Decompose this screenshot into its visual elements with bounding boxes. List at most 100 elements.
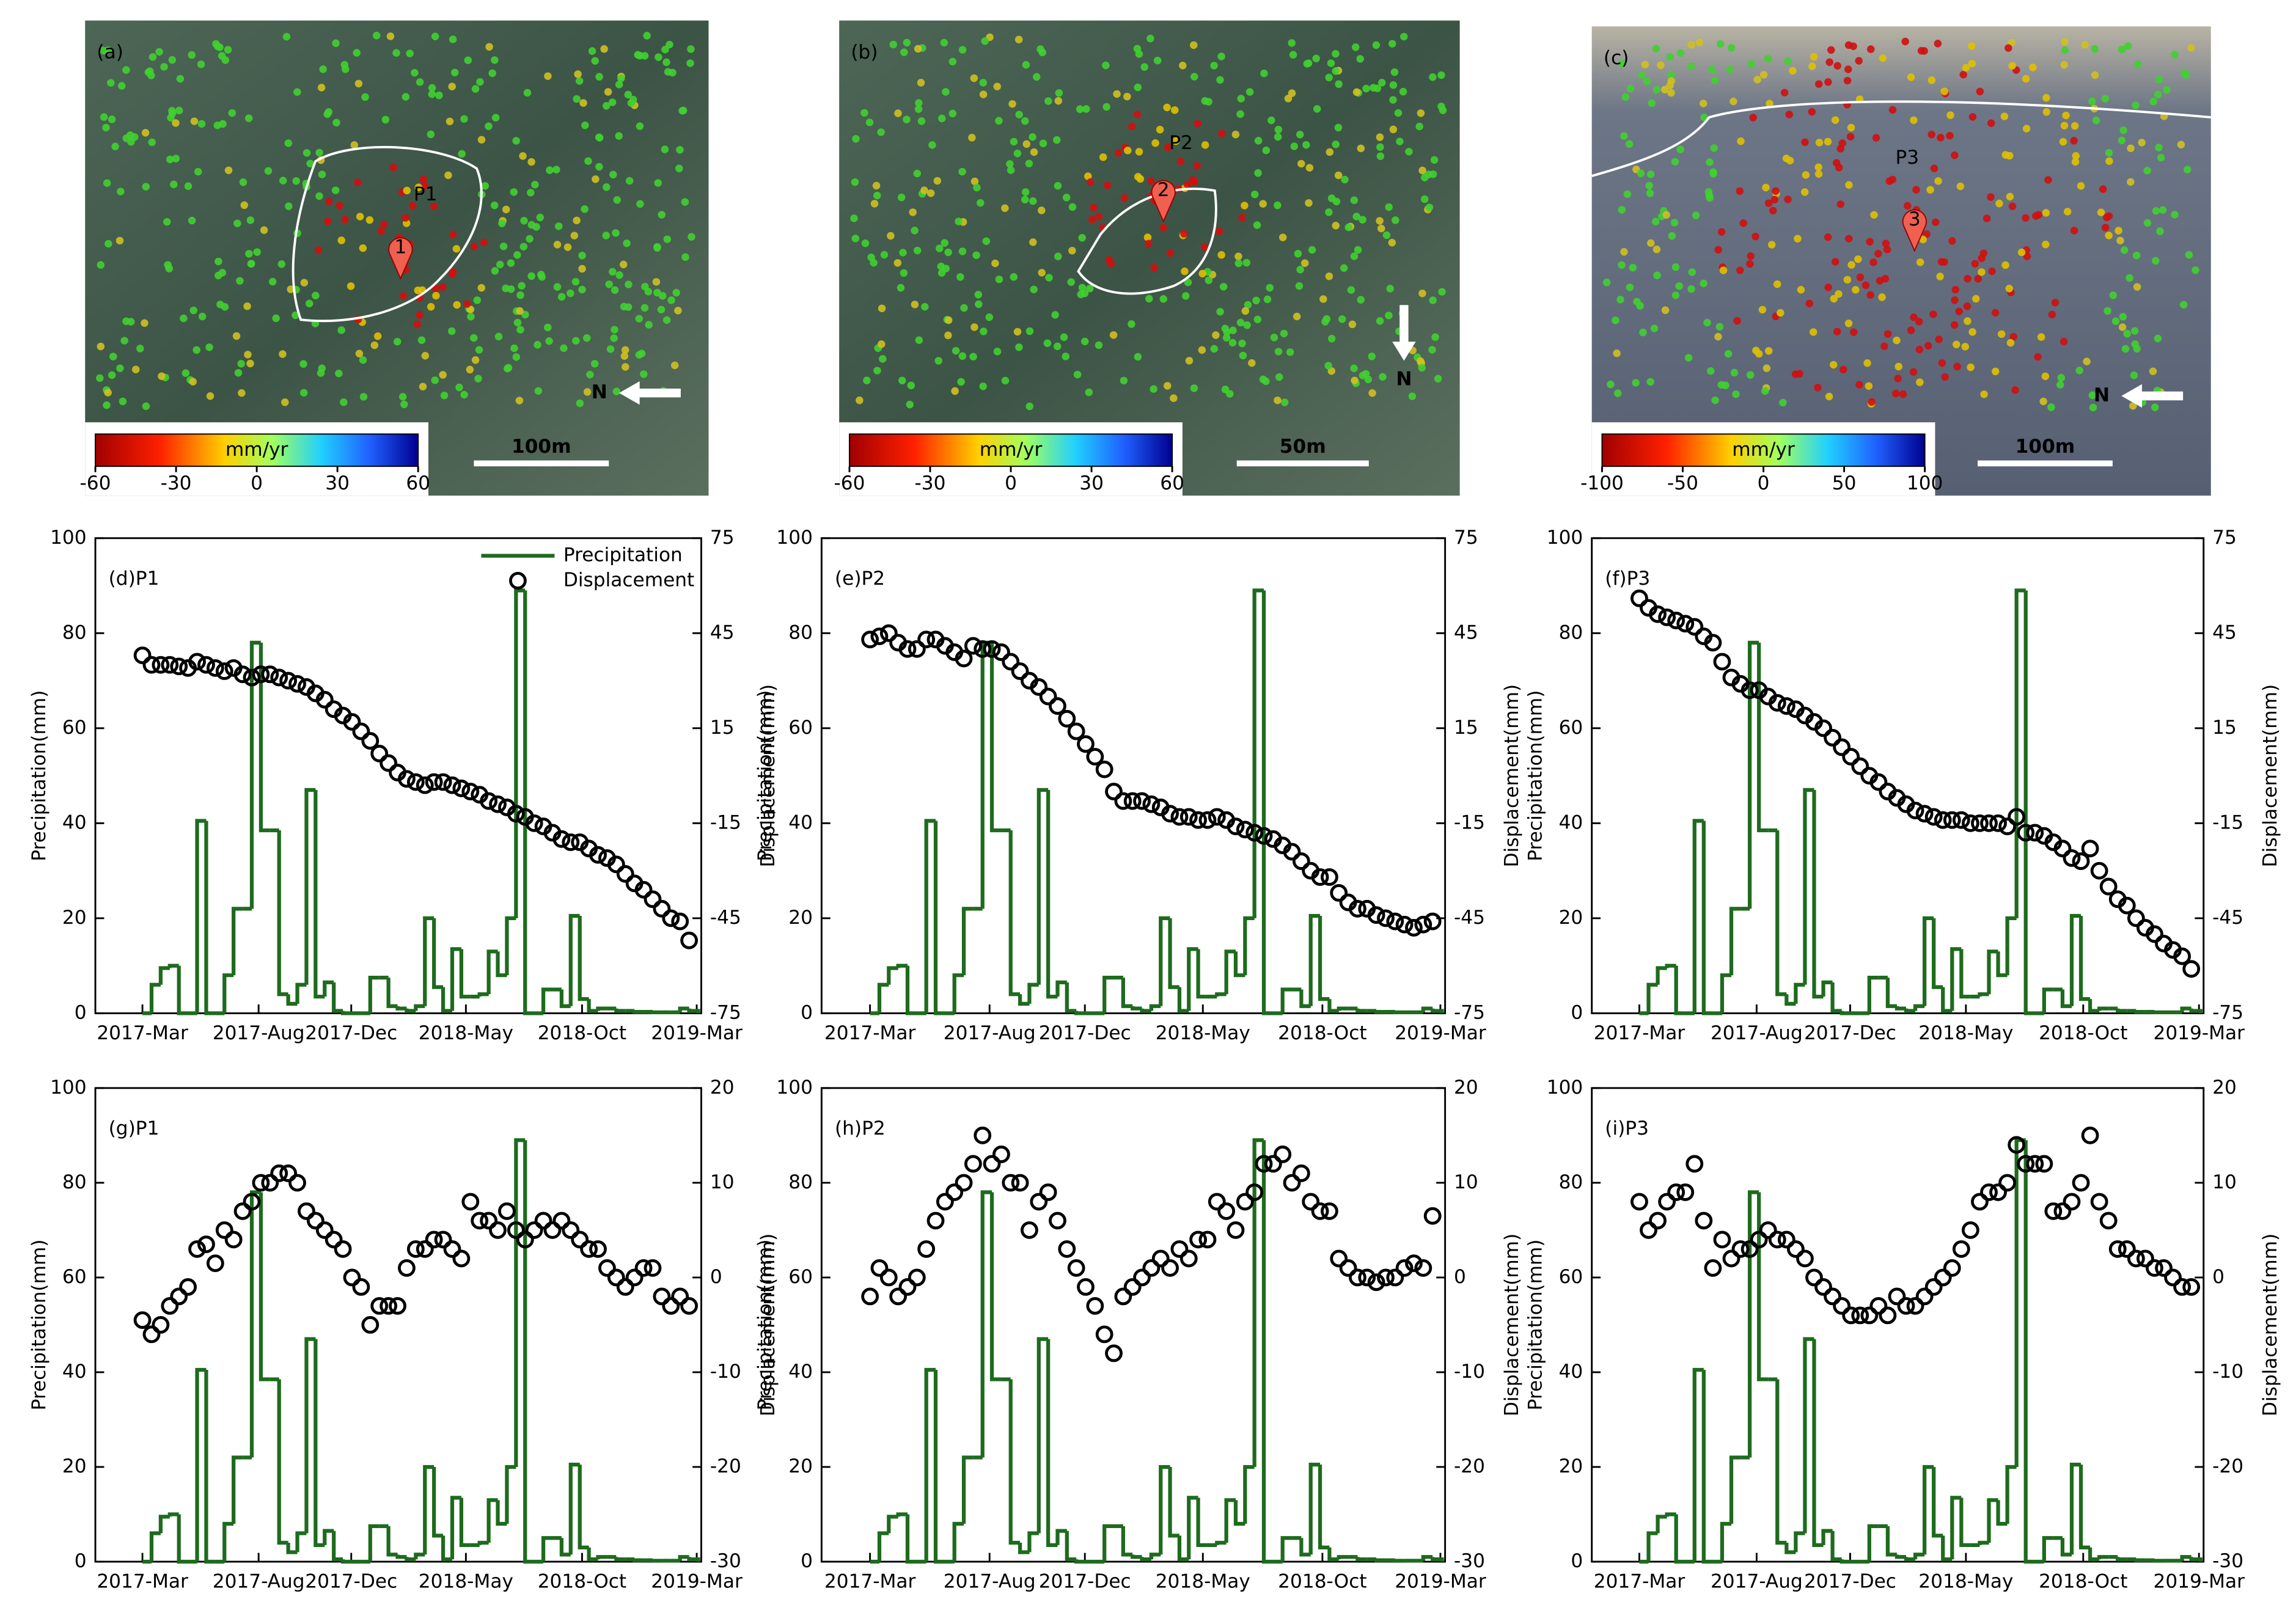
precipitation-step bbox=[496, 951, 507, 978]
north-label: N bbox=[1396, 368, 1412, 390]
precipitation-step bbox=[1196, 949, 1208, 999]
ps-point bbox=[609, 268, 617, 276]
ps-point bbox=[1736, 187, 1744, 195]
displacement-point bbox=[1658, 609, 1676, 626]
ps-point bbox=[427, 130, 435, 139]
precipitation-step bbox=[2088, 1547, 2100, 1562]
ps-point bbox=[1194, 120, 1202, 128]
ps-point bbox=[141, 319, 149, 327]
ps-point bbox=[411, 68, 419, 77]
y2-tick-label: 10 bbox=[710, 1171, 735, 1193]
displacement-point bbox=[562, 1221, 580, 1239]
displacement-point bbox=[2063, 1193, 2081, 1211]
ps-point bbox=[2061, 38, 2069, 46]
ps-point bbox=[645, 321, 653, 329]
precipitation-step bbox=[568, 1462, 580, 1555]
precipitation-step bbox=[2069, 1462, 2081, 1555]
ps-point bbox=[1172, 137, 1180, 145]
ps-point bbox=[1830, 360, 1838, 369]
ps-point bbox=[277, 260, 286, 268]
precipitation-step bbox=[323, 980, 334, 997]
ps-point bbox=[1312, 54, 1320, 62]
ps-point bbox=[1241, 202, 1249, 210]
colorbar-tick-label: -30 bbox=[161, 472, 192, 494]
displacement-point bbox=[361, 732, 380, 750]
ps-point bbox=[466, 365, 474, 374]
ps-point bbox=[1198, 346, 1206, 354]
ps-point bbox=[104, 46, 112, 54]
legend-label: Displacement bbox=[563, 569, 694, 591]
x-tick-label: 2017-Mar bbox=[1594, 1022, 1685, 1044]
ps-point bbox=[970, 74, 978, 82]
ps-point bbox=[592, 175, 600, 183]
displacement-point bbox=[1227, 1221, 1245, 1239]
ps-point bbox=[1676, 145, 1684, 153]
precipitation-step bbox=[432, 1466, 444, 1538]
ps-point bbox=[215, 257, 222, 266]
displacement-point bbox=[489, 1221, 507, 1239]
precipitation-step bbox=[2097, 1555, 2109, 1560]
ps-point bbox=[2125, 274, 2133, 282]
ps-point bbox=[993, 348, 1002, 356]
legend-label: Precipitation bbox=[563, 544, 683, 566]
ps-point bbox=[1216, 76, 1224, 84]
displacement-point bbox=[133, 1311, 152, 1330]
precipitation-step bbox=[1904, 1008, 1916, 1013]
displacement-point bbox=[1423, 912, 1442, 931]
ps-point bbox=[611, 326, 618, 334]
displacement-point bbox=[1980, 814, 1998, 832]
ps-point bbox=[1274, 348, 1283, 356]
ps-point bbox=[491, 56, 499, 64]
ps-point bbox=[576, 77, 584, 85]
ps-point bbox=[1289, 51, 1297, 59]
ps-point bbox=[1808, 62, 1816, 70]
ps-point bbox=[1134, 353, 1142, 361]
displacement-point bbox=[2146, 925, 2163, 943]
ps-point bbox=[1013, 327, 1022, 336]
ps-point bbox=[1980, 390, 1988, 398]
ps-point bbox=[1347, 286, 1355, 294]
ps-point bbox=[914, 105, 923, 113]
y2-tick-label: 20 bbox=[2212, 1077, 2237, 1099]
ps-point bbox=[347, 282, 355, 290]
ps-point bbox=[1982, 214, 1991, 222]
displacement-point bbox=[1302, 1193, 1320, 1211]
displacement-point bbox=[1011, 1174, 1029, 1192]
ps-point bbox=[1732, 390, 1740, 398]
ps-point bbox=[340, 398, 348, 406]
displacement-point bbox=[562, 833, 580, 851]
ps-point bbox=[2116, 236, 2124, 244]
ps-point bbox=[1252, 296, 1260, 305]
y2-tick-label: -15 bbox=[1454, 811, 1485, 833]
y2-tick-label: 15 bbox=[2212, 717, 2237, 739]
ps-point bbox=[1847, 123, 1855, 132]
precipitation-step bbox=[961, 907, 974, 976]
precipitation-step bbox=[1308, 1462, 1321, 1555]
ps-point bbox=[1379, 373, 1387, 381]
displacement-point bbox=[443, 1240, 461, 1258]
ps-point bbox=[431, 32, 439, 40]
ps-point bbox=[117, 188, 125, 196]
precipitation-step bbox=[1055, 980, 1067, 997]
precipitation-step bbox=[249, 640, 261, 909]
ps-point bbox=[1025, 159, 1033, 167]
ps-point bbox=[879, 355, 887, 363]
ps-point bbox=[933, 177, 942, 185]
ps-point bbox=[2154, 90, 2162, 98]
ps-point bbox=[240, 201, 248, 210]
ps-point bbox=[889, 40, 898, 49]
ps-point bbox=[574, 70, 582, 78]
ps-point bbox=[1746, 260, 1754, 268]
ps-point bbox=[1703, 318, 1711, 327]
ps-point bbox=[1717, 381, 1726, 389]
ps-point bbox=[1652, 45, 1660, 53]
ps-point bbox=[403, 186, 411, 195]
ps-point bbox=[1676, 49, 1685, 57]
displacement-point bbox=[2155, 1259, 2173, 1277]
displacement-point bbox=[1943, 811, 1961, 829]
ps-point bbox=[303, 148, 311, 157]
ps-point bbox=[602, 232, 611, 240]
panel-label: (a) bbox=[97, 41, 123, 63]
ps-point bbox=[331, 186, 340, 194]
